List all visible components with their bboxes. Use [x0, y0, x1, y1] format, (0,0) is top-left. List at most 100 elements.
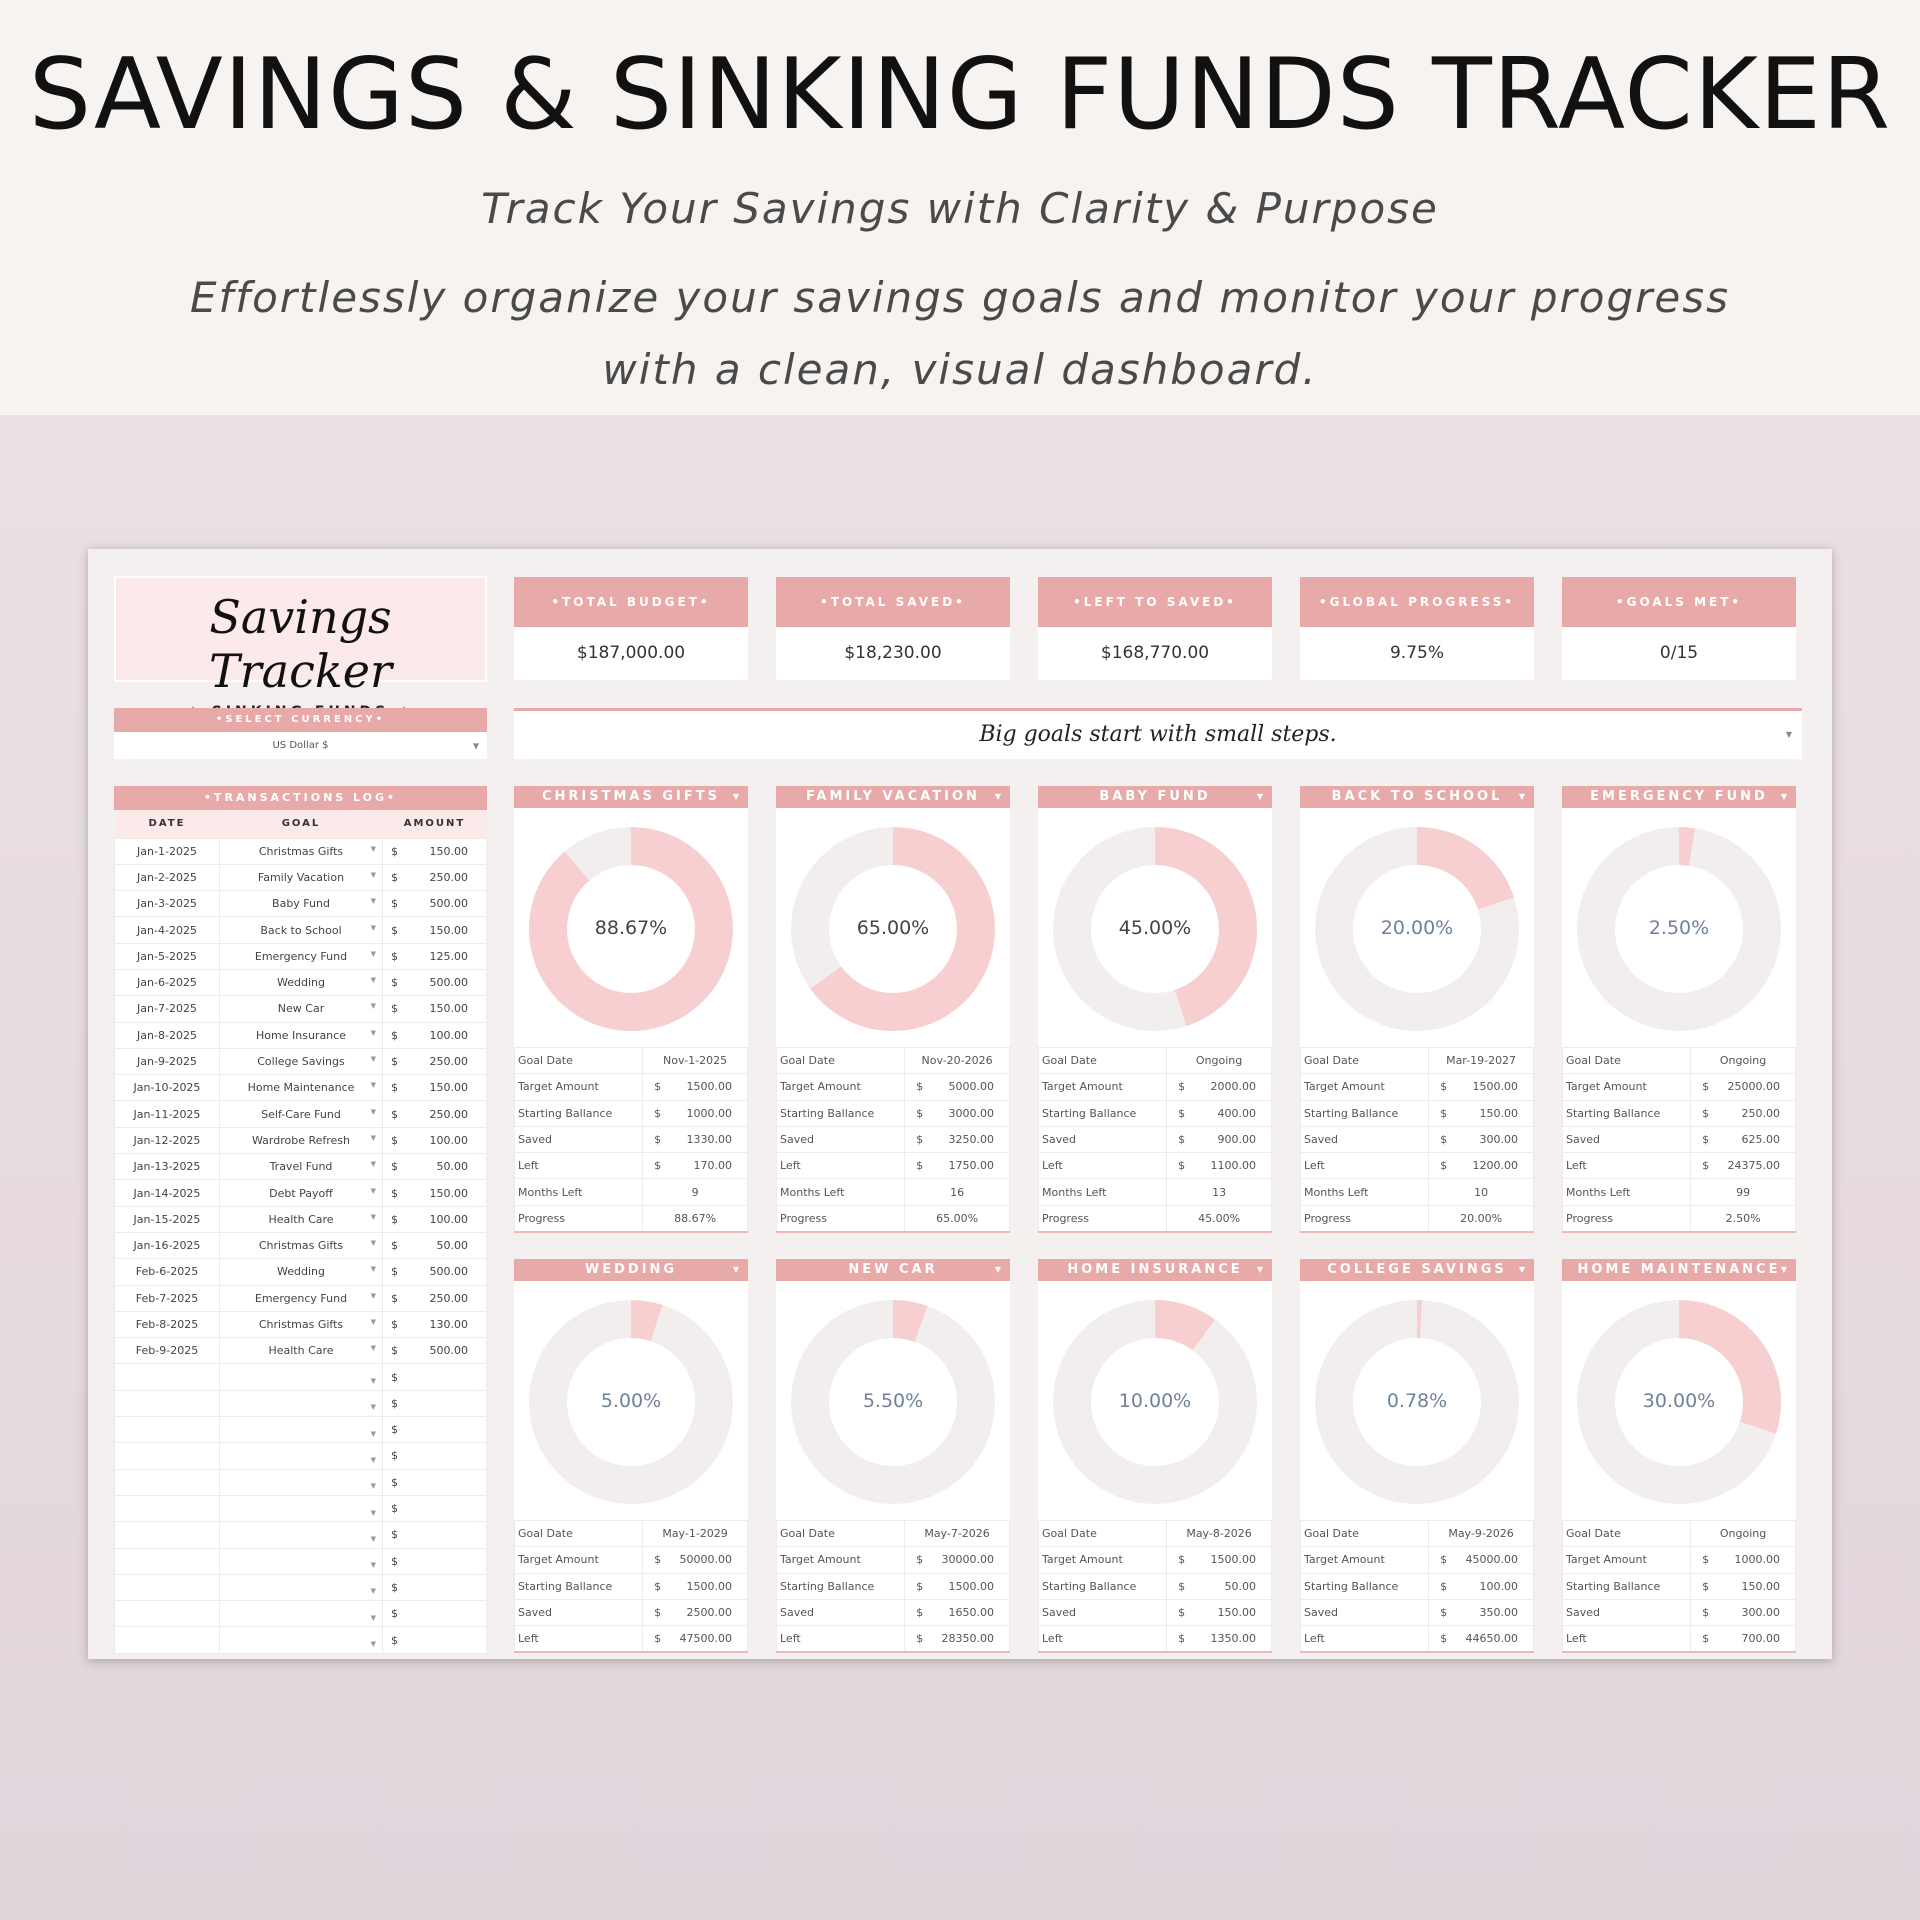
amount-cell[interactable]: 130.00 — [402, 1310, 487, 1339]
currency-dropdown[interactable]: US Dollar $ ▼ — [114, 732, 487, 759]
date-cell[interactable] — [114, 1626, 220, 1654]
date-cell[interactable] — [114, 1389, 220, 1418]
goal-cell[interactable]: Baby Fund ▼ — [219, 890, 383, 918]
amount-cell[interactable]: 150.00 — [402, 995, 487, 1023]
detail-value[interactable]: $3000.00 — [904, 1099, 1010, 1127]
chevron-down-icon[interactable]: ▼ — [472, 741, 479, 750]
goal-cell[interactable]: ▼ — [219, 1573, 383, 1602]
detail-value[interactable]: $1500.00 — [904, 1572, 1010, 1600]
detail-value[interactable]: $1000.00 — [642, 1099, 748, 1127]
goal-cell[interactable]: Wardrobe Refresh ▼ — [219, 1126, 383, 1155]
goal-cell[interactable]: Christmas Gifts ▼ — [219, 837, 383, 865]
goal-cell[interactable]: ▼ — [219, 1389, 383, 1418]
goal-cell[interactable]: ▼ — [219, 1600, 383, 1628]
date-cell[interactable] — [114, 1600, 220, 1628]
date-cell[interactable]: Jan-3-2025 — [114, 890, 220, 918]
chevron-down-icon[interactable]: ▼ — [370, 1212, 376, 1221]
goal-cell[interactable]: Wedding ▼ — [219, 968, 383, 997]
amount-cell[interactable]: 150.00 — [402, 1179, 487, 1207]
chevron-down-icon[interactable]: ▼ — [1785, 730, 1792, 739]
goal-cell[interactable]: ▼ — [219, 1521, 383, 1549]
amount-cell[interactable]: 100.00 — [402, 1126, 487, 1155]
chevron-down-icon[interactable]: ▼ — [370, 1429, 376, 1438]
amount-cell[interactable] — [402, 1468, 487, 1496]
goal-cell[interactable]: Family Vacation ▼ — [219, 863, 383, 892]
goal-selector[interactable]: FAMILY VACATION ▼ — [776, 786, 1010, 808]
amount-cell[interactable]: 150.00 — [402, 837, 487, 865]
chevron-down-icon[interactable]: ▼ — [370, 1344, 376, 1353]
amount-cell[interactable] — [402, 1521, 487, 1549]
detail-value[interactable]: May-8-2026 — [1166, 1519, 1272, 1548]
amount-cell[interactable]: 50.00 — [402, 1153, 487, 1181]
amount-cell[interactable]: 500.00 — [402, 1337, 487, 1365]
chevron-down-icon[interactable]: ▼ — [370, 976, 376, 985]
date-cell[interactable]: Jan-16-2025 — [114, 1231, 220, 1260]
date-cell[interactable]: Jan-10-2025 — [114, 1074, 220, 1102]
detail-value[interactable]: $1500.00 — [642, 1572, 748, 1600]
detail-value[interactable]: May-9-2026 — [1428, 1519, 1534, 1548]
goal-cell[interactable]: Christmas Gifts ▼ — [219, 1310, 383, 1339]
amount-cell[interactable] — [402, 1389, 487, 1418]
detail-value[interactable]: $400.00 — [1166, 1099, 1272, 1127]
chevron-down-icon[interactable]: ▼ — [1518, 1265, 1528, 1274]
chevron-down-icon[interactable]: ▼ — [370, 897, 376, 906]
amount-cell[interactable] — [402, 1442, 487, 1470]
goal-selector[interactable]: EMERGENCY FUND ▼ — [1562, 786, 1796, 808]
date-cell[interactable]: Jan-15-2025 — [114, 1205, 220, 1233]
goal-cell[interactable]: Home Maintenance ▼ — [219, 1074, 383, 1102]
date-cell[interactable]: Jan-4-2025 — [114, 916, 220, 944]
amount-cell[interactable] — [402, 1626, 487, 1654]
goal-selector[interactable]: NEW CAR ▼ — [776, 1259, 1010, 1281]
date-cell[interactable]: Jan-2-2025 — [114, 863, 220, 892]
chevron-down-icon[interactable]: ▼ — [370, 1291, 376, 1300]
quote-dropdown[interactable]: Big goals start with small steps. ▼ — [514, 708, 1802, 759]
goal-cell[interactable]: College Savings ▼ — [219, 1047, 383, 1076]
goal-cell[interactable]: ▼ — [219, 1468, 383, 1496]
goal-cell[interactable]: ▼ — [219, 1416, 383, 1444]
amount-cell[interactable]: 500.00 — [402, 1258, 487, 1286]
amount-cell[interactable] — [402, 1547, 487, 1575]
chevron-down-icon[interactable]: ▼ — [732, 1265, 742, 1274]
date-cell[interactable]: Jan-5-2025 — [114, 942, 220, 970]
date-cell[interactable]: Jan-1-2025 — [114, 837, 220, 865]
date-cell[interactable] — [114, 1573, 220, 1602]
chevron-down-icon[interactable]: ▼ — [370, 1239, 376, 1248]
chevron-down-icon[interactable]: ▼ — [370, 923, 376, 932]
chevron-down-icon[interactable]: ▼ — [1518, 792, 1528, 801]
goal-selector[interactable]: CHRISTMAS GIFTS ▼ — [514, 786, 748, 808]
goal-cell[interactable]: Home Insurance ▼ — [219, 1021, 383, 1049]
amount-cell[interactable] — [402, 1600, 487, 1628]
detail-value[interactable]: Mar-19-2027 — [1428, 1046, 1534, 1075]
goal-cell[interactable]: Self-Care Fund ▼ — [219, 1100, 383, 1128]
chevron-down-icon[interactable]: ▼ — [370, 1403, 376, 1412]
date-cell[interactable]: Jan-13-2025 — [114, 1153, 220, 1181]
date-cell[interactable] — [114, 1547, 220, 1575]
date-cell[interactable]: Jan-7-2025 — [114, 995, 220, 1023]
date-cell[interactable] — [114, 1468, 220, 1496]
chevron-down-icon[interactable]: ▼ — [370, 844, 376, 853]
goal-cell[interactable]: Health Care ▼ — [219, 1337, 383, 1365]
detail-value[interactable]: $150.00 — [1428, 1099, 1534, 1127]
date-cell[interactable]: Jan-12-2025 — [114, 1126, 220, 1155]
amount-cell[interactable] — [402, 1573, 487, 1602]
detail-value[interactable]: $150.00 — [1690, 1572, 1796, 1600]
date-cell[interactable]: Jan-6-2025 — [114, 968, 220, 997]
amount-cell[interactable]: 125.00 — [402, 942, 487, 970]
chevron-down-icon[interactable]: ▼ — [370, 949, 376, 958]
goal-selector[interactable]: BACK TO SCHOOL ▼ — [1300, 786, 1534, 808]
amount-cell[interactable]: 500.00 — [402, 890, 487, 918]
amount-cell[interactable]: 100.00 — [402, 1021, 487, 1049]
chevron-down-icon[interactable]: ▼ — [370, 1186, 376, 1195]
amount-cell[interactable]: 250.00 — [402, 863, 487, 892]
goal-cell[interactable]: Debt Payoff ▼ — [219, 1179, 383, 1207]
chevron-down-icon[interactable]: ▼ — [370, 1455, 376, 1464]
amount-cell[interactable]: 250.00 — [402, 1100, 487, 1128]
detail-value[interactable]: Nov-1-2025 — [642, 1046, 748, 1075]
chevron-down-icon[interactable]: ▼ — [370, 1002, 376, 1011]
date-cell[interactable] — [114, 1416, 220, 1444]
detail-value[interactable]: Ongoing — [1690, 1046, 1796, 1075]
chevron-down-icon[interactable]: ▼ — [370, 1377, 376, 1386]
goal-cell[interactable]: ▼ — [219, 1626, 383, 1654]
date-cell[interactable] — [114, 1494, 220, 1523]
amount-cell[interactable]: 100.00 — [402, 1205, 487, 1233]
